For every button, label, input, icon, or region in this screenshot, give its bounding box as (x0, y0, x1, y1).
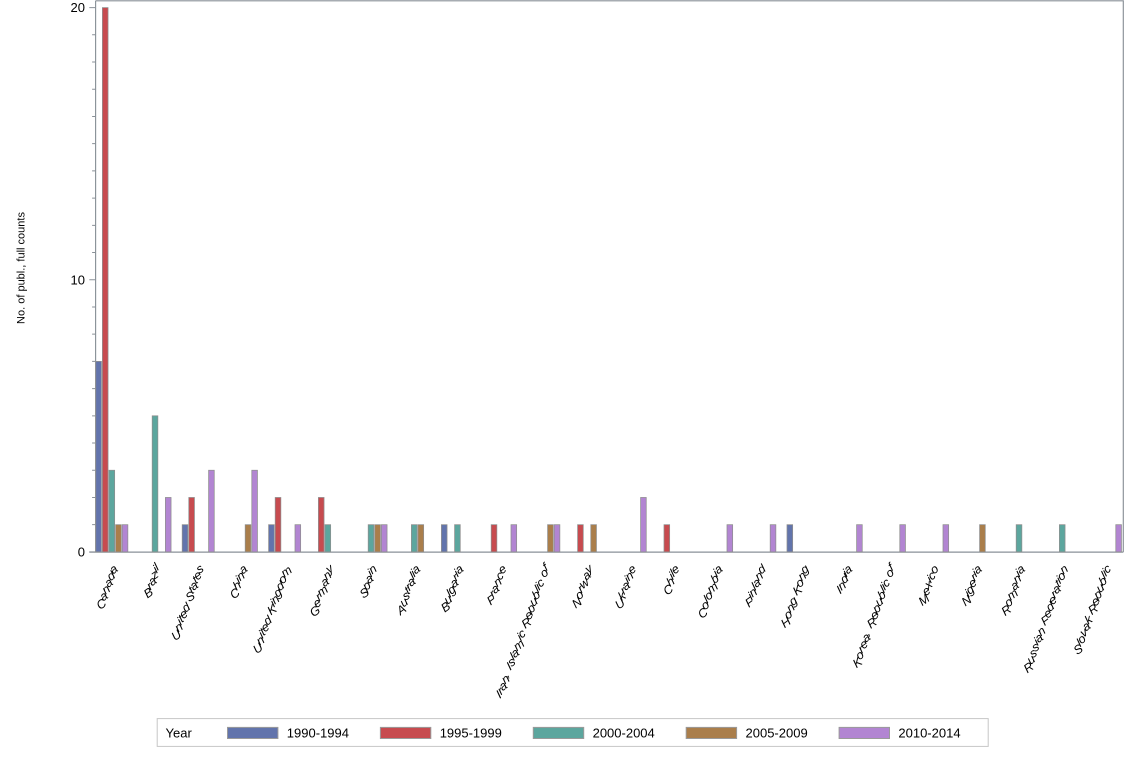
svg-text:Year: Year (166, 725, 193, 740)
svg-text:No. of publ., full counts: No. of publ., full counts (16, 212, 28, 324)
svg-text:20: 20 (71, 0, 85, 15)
svg-text:0: 0 (78, 545, 85, 560)
svg-text:2000-2004: 2000-2004 (593, 725, 655, 740)
svg-text:10: 10 (71, 272, 85, 287)
svg-text:2005-2009: 2005-2009 (746, 725, 808, 740)
svg-text:1995-1999: 1995-1999 (440, 725, 502, 740)
svg-text:2010-2014: 2010-2014 (898, 725, 960, 740)
svg-text:1990-1994: 1990-1994 (287, 725, 349, 740)
